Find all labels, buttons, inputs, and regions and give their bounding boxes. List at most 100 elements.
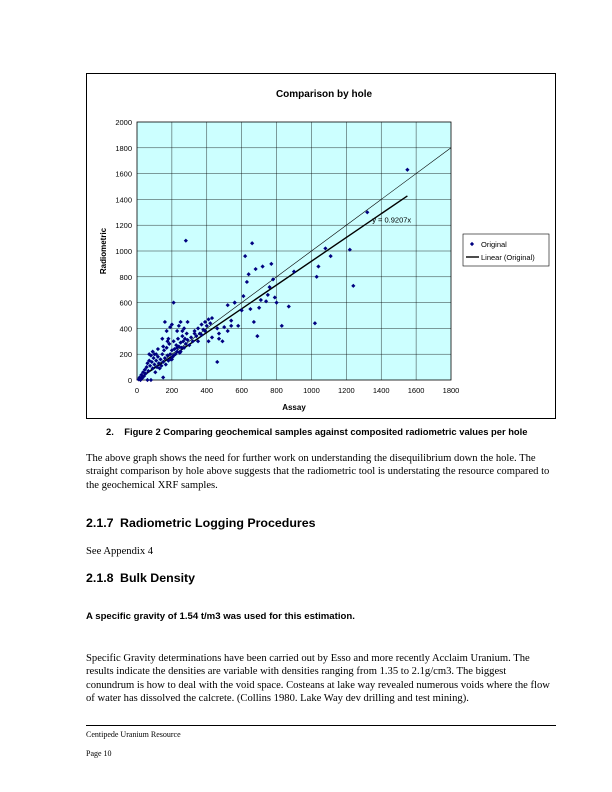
data-point	[150, 366, 155, 371]
data-point	[161, 375, 166, 380]
heading-number: 2.1.7	[86, 516, 114, 530]
data-point	[171, 300, 176, 305]
data-point	[279, 323, 284, 328]
heading-text: Bulk Density	[120, 571, 196, 585]
heading-radiometric-logging: 2.1.7 Radiometric Logging Procedures	[86, 516, 316, 530]
data-point	[206, 317, 211, 322]
y-tick-label: 2000	[115, 118, 132, 127]
data-point	[190, 339, 195, 344]
y-tick-label: 1600	[115, 170, 132, 179]
data-point	[164, 328, 169, 334]
data-point	[182, 336, 188, 341]
data-point	[236, 323, 241, 328]
data-point	[199, 332, 204, 337]
data-point	[185, 319, 190, 325]
data-point	[178, 319, 183, 325]
data-point	[202, 319, 208, 325]
data-point	[216, 331, 222, 336]
data-point	[166, 358, 171, 363]
y-tick-label: 400	[119, 324, 132, 333]
legend-label-original: Original	[481, 240, 507, 249]
data-point	[188, 335, 194, 340]
x-tick-label: 1200	[338, 386, 355, 395]
data-point	[147, 363, 153, 368]
x-tick-label: 1400	[373, 386, 390, 395]
data-point	[150, 349, 155, 354]
x-axis-label: Assay	[282, 403, 306, 412]
data-point	[181, 339, 186, 344]
data-point	[160, 336, 165, 341]
data-point	[225, 303, 230, 308]
data-point	[146, 368, 151, 374]
legend-label-linear: Linear (Original)	[481, 253, 535, 262]
y-axis-label: Radiometric	[99, 227, 108, 274]
data-point	[160, 352, 165, 357]
legend-box	[462, 233, 550, 267]
data-point	[164, 345, 169, 350]
data-point	[168, 352, 173, 357]
data-point	[155, 346, 161, 352]
data-point	[136, 377, 141, 382]
data-point	[222, 325, 227, 330]
data-point	[161, 348, 167, 353]
y-tick-label: 1800	[115, 144, 132, 153]
y-tick-label: 1200	[115, 221, 132, 230]
data-point	[192, 331, 197, 336]
data-point	[147, 358, 152, 363]
x-tick-label: 0	[135, 386, 139, 395]
trend-equation-label: y = 0.9207x	[372, 216, 411, 225]
data-point	[176, 323, 181, 328]
data-point	[141, 374, 147, 379]
data-point	[175, 328, 180, 334]
data-point	[169, 357, 174, 362]
data-point	[183, 341, 188, 346]
appendix-reference: See Appendix 4	[86, 546, 154, 557]
data-point	[250, 241, 255, 246]
y-tick-label: 1000	[115, 247, 132, 256]
data-point	[149, 359, 154, 365]
data-point	[248, 306, 253, 312]
data-point	[175, 336, 181, 341]
data-point	[182, 345, 187, 350]
x-tick-label: 400	[201, 386, 214, 395]
data-point	[225, 328, 230, 334]
x-tick-label: 200	[166, 386, 179, 395]
data-point	[263, 299, 269, 304]
x-tick-label: 600	[235, 386, 248, 395]
data-point	[158, 357, 163, 362]
x-tick-label: 1800	[443, 386, 460, 395]
heading-number: 2.1.8	[86, 571, 114, 585]
y-tick-label: 200	[119, 350, 132, 359]
data-point	[187, 343, 192, 348]
data-point	[174, 343, 179, 348]
data-point	[172, 346, 177, 352]
data-point	[145, 361, 150, 366]
data-point	[155, 354, 161, 359]
data-point	[220, 339, 225, 344]
data-point	[163, 362, 168, 367]
legend-marker-original	[469, 241, 475, 247]
reference-line	[136, 147, 452, 381]
paragraph-graph-discussion: The above graph shows the need for furth…	[86, 453, 550, 491]
data-point	[185, 337, 190, 343]
data-point	[178, 340, 183, 345]
data-point	[347, 247, 352, 252]
data-point	[202, 328, 208, 334]
heading-bulk-density: 2.1.8 Bulk Density	[86, 571, 195, 585]
x-tick-label: 800	[270, 386, 283, 395]
x-tick-label: 1000	[303, 386, 320, 395]
page-number: Page 10	[86, 749, 112, 758]
data-point	[154, 358, 159, 363]
footer-divider	[86, 725, 556, 726]
data-point	[167, 341, 172, 346]
chart-frame: Comparison by hole 0 200 400 600 800 1000 1200 1…	[86, 73, 556, 419]
data-point	[166, 336, 171, 341]
data-point	[176, 344, 181, 349]
figure-caption: 2. Figure 2 Comparing geochemical sample…	[106, 426, 528, 437]
y-tick-label: 800	[119, 273, 132, 282]
y-tick-label: 600	[119, 299, 132, 308]
data-point	[365, 210, 370, 215]
data-point	[162, 355, 168, 361]
data-point	[229, 323, 234, 328]
data-point	[161, 359, 166, 365]
